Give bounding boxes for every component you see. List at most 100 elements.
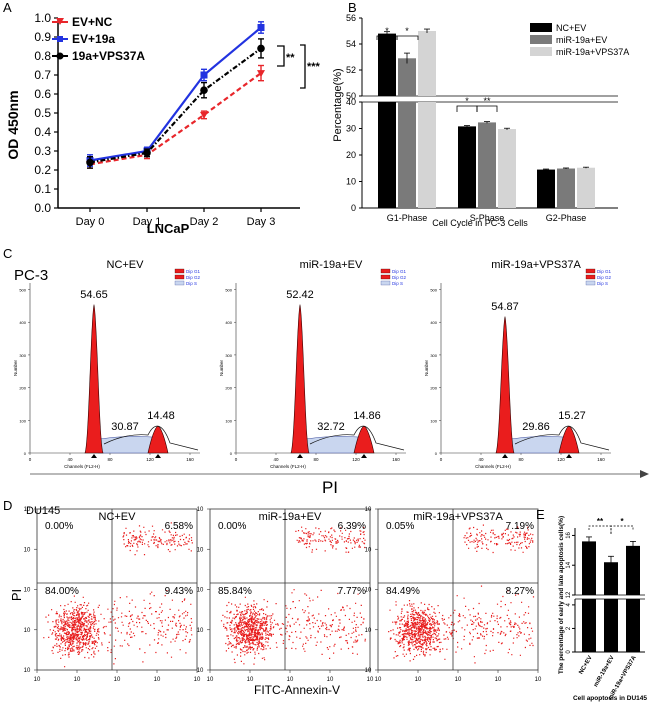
c-s-phase-area [508, 436, 566, 454]
d-lr-value: 8.27% [506, 586, 534, 597]
panel-d-letter: D [3, 498, 12, 513]
a-y-tick-label: 0.1 [34, 182, 51, 196]
c-legend-swatch-s [174, 280, 185, 286]
e-bar-lower [626, 599, 640, 652]
c-g2-value: 14.48 [147, 410, 175, 422]
sig-label-outer: *** [307, 61, 321, 73]
sig-label-e-a: ** [597, 517, 604, 526]
c-g1-value: 52.42 [286, 289, 314, 301]
c-x-tick-label: 160 [597, 457, 605, 462]
sig-label-s-b: ** [483, 96, 491, 106]
d-ll-value: 85.84% [218, 586, 252, 597]
c-g2-value: 15.27 [558, 410, 586, 422]
legend-label-ev-nc: EV+NC [72, 15, 113, 29]
b-y-tick-label: 54 [346, 39, 356, 49]
c-plot-2: miR-19a+VPS37A 0 100 200 300 400 500 Number 0 40 8… [424, 259, 612, 469]
c-legend-swatch-s [380, 280, 391, 286]
a-point [257, 24, 265, 31]
a-y-tick-label: 0.8 [34, 49, 51, 63]
b-bar [537, 169, 555, 208]
b-bar-lower [378, 102, 396, 208]
e-bar-upper [604, 562, 618, 595]
a-point [200, 111, 208, 119]
panel-c-pi-arrowhead [640, 470, 649, 478]
c-y-tick-label: 500 [430, 288, 437, 293]
c-legend-label-s: Dip S [597, 281, 608, 286]
c-y-tick-label: 300 [225, 353, 232, 358]
sig-bracket-inner [277, 45, 285, 67]
d-y-tick-label: 10 [365, 668, 372, 674]
c-x-tick-label: 120 [557, 457, 565, 462]
legend-marker-ev-nc [56, 18, 64, 25]
panel-b: B Percentage(%) Cell Cycle in PC-3 Cells… [332, 0, 629, 228]
d-x-tick-label: 10 [455, 677, 462, 683]
a-y-tick-label: 0.7 [34, 68, 51, 82]
c-y-tick-label: 0 [230, 451, 233, 456]
c-x-tick-label: 120 [352, 457, 360, 462]
d-x-tick-label: 10 [34, 677, 41, 683]
e-y-tick-label: 16 [566, 531, 572, 538]
c-y-tick-label: 300 [19, 353, 26, 358]
c-plot-title: miR-19a+VPS37A [491, 259, 581, 271]
c-g1-marker [91, 454, 97, 458]
c-legend-swatch-g1 [380, 268, 391, 274]
e-y-tick-label: 14 [566, 561, 572, 568]
panel-a: A OD 450nm LNCaP 0.00.10.20.30.40.50.60.… [3, 0, 321, 236]
d-plot-title: miR-19a+EV [259, 511, 322, 523]
d-y-tick-label: 10 [365, 507, 372, 513]
d-ll-value: 84.00% [45, 586, 79, 597]
c-legend-label-g1: Dip G1 [597, 269, 612, 274]
d-y-tick-label: 10 [197, 507, 204, 513]
panel-a-significance: ** *** [277, 44, 321, 89]
c-legend-label-g2: Dip G2 [597, 275, 612, 280]
sig-label-inner: ** [286, 52, 295, 64]
c-y-tick-label: 100 [430, 418, 437, 423]
d-x-tick-label: 10 [114, 677, 121, 683]
c-x-tick-label: 40 [273, 457, 279, 462]
panel-c-pi-label: PI [322, 478, 338, 497]
d-x-tick-label: 10 [194, 677, 201, 683]
c-g2-marker [566, 454, 572, 458]
sig-label-s-a: * [465, 96, 469, 106]
c-y-tick-label: 300 [430, 353, 437, 358]
c-x-tick-label: 40 [478, 457, 484, 462]
d-ul-value: 0.00% [45, 521, 73, 532]
panel-e-significance: ** * [588, 517, 634, 534]
c-legend-swatch-g2 [174, 274, 185, 280]
legend-marker-ev-19a [57, 36, 63, 42]
a-y-tick-label: 0.0 [34, 201, 51, 215]
c-x-tick-label: 160 [392, 457, 400, 462]
legend-label-ev-19a: EV+19a [72, 32, 115, 46]
d-y-tick-label: 10 [24, 668, 31, 674]
b-bar-lower [418, 102, 436, 208]
d-x-tick-label: 10 [415, 677, 422, 683]
c-legend-label-g1: Dip G1 [186, 269, 201, 274]
d-ur-value: 7.19% [506, 521, 534, 532]
c-plot-title: miR-19a+EV [300, 259, 363, 271]
e-x-tick-label: miR-19a+EV [593, 655, 616, 688]
d-plot-title: NC+EV [99, 511, 137, 523]
legend-marker-19a-vps37a [56, 52, 64, 60]
c-g1-value: 54.87 [491, 301, 519, 313]
c-x-tick-label: 0 [440, 457, 443, 462]
sig-bracket-s-a [456, 105, 478, 112]
d-x-tick-label: 10 [367, 677, 374, 683]
d-ur-value: 6.39% [338, 521, 366, 532]
legend-label-nc-ev: NC+EV [556, 23, 586, 33]
sig-bracket-outer [300, 44, 306, 89]
d-y-tick-label: 10 [197, 668, 204, 674]
a-point [257, 70, 265, 78]
panel-b-letter: B [348, 0, 357, 15]
panel-b-ylabel: Percentage(%) [332, 68, 344, 141]
a-x-tick-label: Day 1 [133, 216, 162, 228]
c-y-tick-label: 200 [430, 386, 437, 391]
a-y-tick-label: 0.9 [34, 30, 51, 44]
d-x-tick-label: 10 [495, 677, 502, 683]
legend-swatch-nc-ev [530, 23, 552, 32]
panel-d-ylabel: PI [9, 589, 24, 601]
sig-bracket-g1-b [396, 35, 419, 40]
d-y-tick-label: 10 [197, 628, 204, 634]
